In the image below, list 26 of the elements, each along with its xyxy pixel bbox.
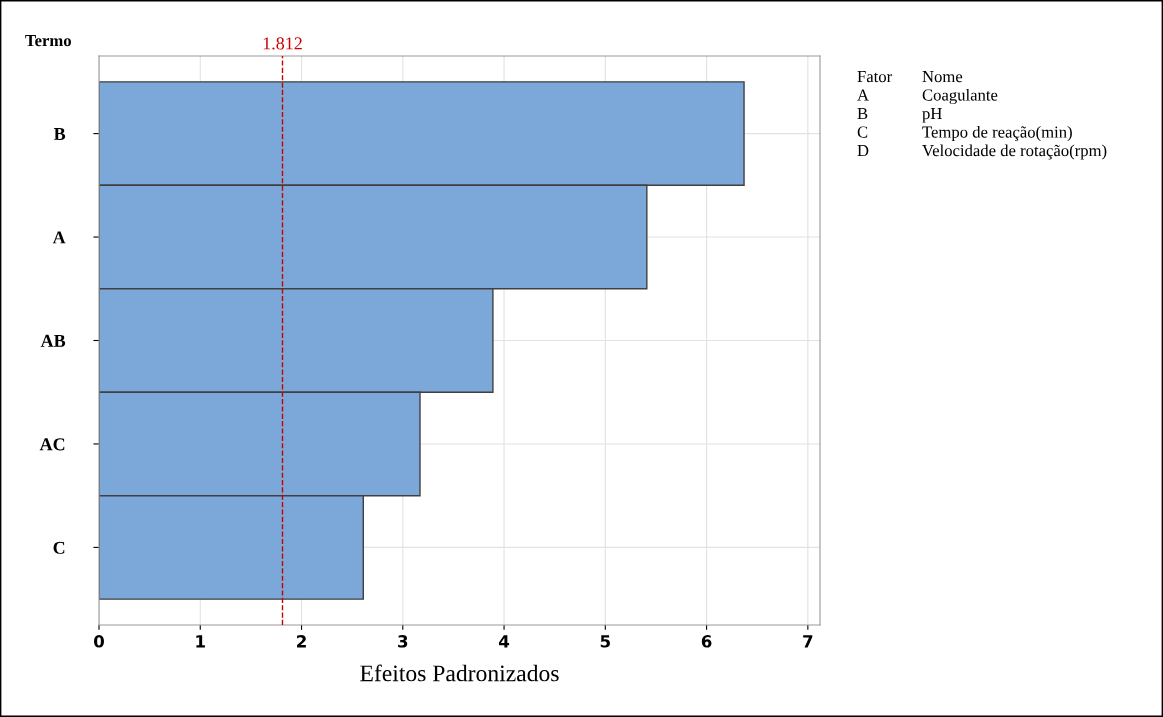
x-tick-label: 4 [499, 635, 510, 648]
y-tick-label: B [53, 128, 66, 140]
y-axis-title: Termo [25, 35, 71, 47]
x-tick-label: 1 [196, 635, 205, 648]
y-tick-label: AB [40, 334, 66, 347]
y-tick-label: A [52, 231, 66, 244]
text: Fator [857, 71, 893, 83]
text: Nome [922, 71, 963, 83]
text: Tempo de reação(min) [922, 125, 1072, 142]
x-tick-label: 3 [398, 635, 408, 648]
x-axis-title: Efeitos Padronizados [360, 664, 559, 682]
y-tick-label: C [53, 541, 65, 554]
text: Coagulante [922, 88, 998, 105]
x-tick-label: 0 [94, 635, 104, 648]
text: pH [922, 108, 942, 123]
x-tick-label: 2 [297, 635, 306, 648]
x-tick-label: 7 [803, 635, 813, 648]
text: A [857, 89, 869, 101]
x-tick-label: 6 [701, 635, 712, 648]
y-tick-label: AC [39, 438, 65, 451]
text: C [857, 126, 868, 138]
ref-line-label: 1.812 [263, 37, 302, 50]
text: D [857, 145, 869, 157]
text: Velocidade de rotação(rpm) [922, 144, 1107, 160]
x-tick-label: 5 [600, 635, 610, 648]
text: B [857, 108, 868, 120]
